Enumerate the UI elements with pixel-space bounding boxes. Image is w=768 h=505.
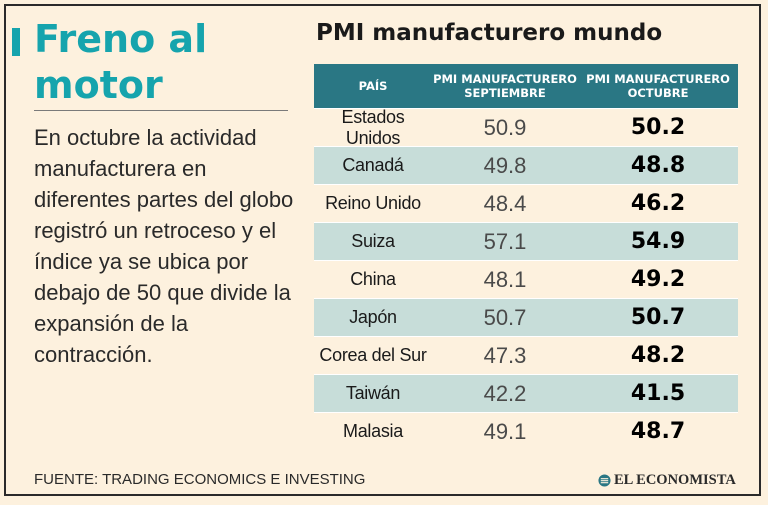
october-cell: 49.2: [630, 267, 686, 292]
october-cell: 54.9: [630, 229, 686, 254]
table-row: Taiwán 42.2 41.5: [314, 374, 738, 412]
divider: [34, 110, 288, 111]
description: En octubre la actividad manufacturera en…: [34, 125, 294, 367]
header-september: PMI MANUFACTURERO SEPTIEMBRE: [433, 72, 577, 100]
october-cell: 48.8: [630, 153, 686, 178]
brand-name: EL ECONOMISTA: [614, 472, 736, 488]
september-cell: 50.9: [483, 114, 527, 140]
september-cell: 57.1: [483, 228, 527, 254]
table-title: PMI manufacturero mundo: [316, 20, 663, 46]
table-row: Corea del Sur 47.3 48.2: [314, 336, 738, 374]
table-row: Malasia 49.1 48.7: [314, 412, 738, 450]
infographic-card: Freno al motor En octubre la actividad m…: [4, 4, 761, 496]
september-cell: 49.8: [483, 152, 527, 178]
header-october: PMI MANUFACTURERO OCTUBRE: [586, 72, 730, 100]
table-row: Suiza 57.1 54.9: [314, 222, 738, 260]
september-cell: 49.1: [483, 418, 527, 444]
brand: EL ECONOMISTA: [598, 472, 736, 489]
table-row: China 48.1 49.2: [314, 260, 738, 298]
country-cell: China: [350, 269, 396, 289]
headline: Freno al motor: [34, 17, 208, 107]
pmi-table: PAÍS PMI MANUFACTURERO SEPTIEMBRE PMI MA…: [314, 64, 738, 450]
country-cell: Canadá: [342, 155, 404, 175]
october-cell: 50.7: [630, 305, 686, 330]
september-cell: 50.7: [483, 304, 527, 330]
accent-bar: [12, 28, 20, 56]
october-cell: 41.5: [630, 381, 686, 406]
table-row: Reino Unido 48.4 46.2: [314, 184, 738, 222]
el-economista-logo-icon: [598, 474, 611, 487]
table-header: PAÍS PMI MANUFACTURERO SEPTIEMBRE PMI MA…: [314, 64, 738, 108]
country-cell: Reino Unido: [325, 193, 421, 213]
country-cell: Japón: [349, 307, 397, 327]
october-cell: 48.2: [630, 343, 686, 368]
country-cell: Estados Unidos: [341, 106, 405, 148]
table-row: Canadá 49.8 48.8: [314, 146, 738, 184]
country-cell: Corea del Sur: [319, 345, 427, 365]
september-cell: 48.1: [483, 266, 527, 292]
october-cell: 46.2: [630, 191, 686, 216]
september-cell: 48.4: [483, 190, 527, 216]
country-cell: Malasia: [343, 421, 403, 441]
header-country: PAÍS: [358, 79, 388, 93]
country-cell: Taiwán: [345, 383, 401, 403]
source-note: FUENTE: TRADING ECONOMICS E INVESTING: [34, 471, 366, 488]
september-cell: 47.3: [483, 342, 527, 368]
october-cell: 50.2: [630, 115, 686, 140]
table-row: Estados Unidos 50.9 50.2: [314, 106, 738, 148]
table-row: Japón 50.7 50.7: [314, 298, 738, 336]
september-cell: 42.2: [483, 380, 527, 406]
country-cell: Suiza: [351, 231, 395, 251]
october-cell: 48.7: [630, 419, 686, 444]
